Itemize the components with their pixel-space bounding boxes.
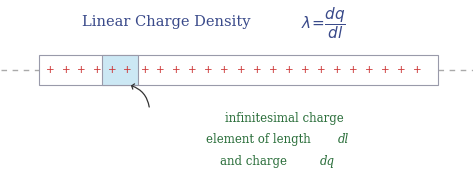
Text: +: + bbox=[140, 65, 149, 75]
Text: +: + bbox=[397, 65, 406, 75]
Bar bbox=[102, 55, 138, 85]
Text: +: + bbox=[301, 65, 310, 75]
Text: +: + bbox=[156, 65, 165, 75]
Text: +: + bbox=[365, 65, 374, 75]
Text: element of length: element of length bbox=[206, 133, 310, 146]
Text: dq: dq bbox=[319, 155, 334, 168]
Text: +: + bbox=[172, 65, 181, 75]
Text: +: + bbox=[381, 65, 390, 75]
Text: +: + bbox=[237, 65, 245, 75]
Text: +: + bbox=[62, 65, 70, 75]
Text: +: + bbox=[333, 65, 341, 75]
Text: +: + bbox=[220, 65, 229, 75]
Text: +: + bbox=[349, 65, 357, 75]
Text: +: + bbox=[285, 65, 293, 75]
Text: Linear Charge Density: Linear Charge Density bbox=[82, 15, 250, 29]
Text: +: + bbox=[204, 65, 213, 75]
Text: +: + bbox=[77, 65, 86, 75]
Text: +: + bbox=[46, 65, 55, 75]
Text: +: + bbox=[317, 65, 326, 75]
Text: and charge: and charge bbox=[220, 155, 287, 168]
Text: infinitesimal charge: infinitesimal charge bbox=[225, 112, 344, 125]
Text: $\lambda\!=\!\dfrac{dq}{dl}$: $\lambda\!=\!\dfrac{dq}{dl}$ bbox=[301, 5, 346, 41]
Text: dl: dl bbox=[337, 133, 349, 146]
Text: +: + bbox=[188, 65, 197, 75]
Bar bbox=[38, 55, 438, 85]
Text: +: + bbox=[93, 65, 101, 75]
Text: +: + bbox=[269, 65, 277, 75]
Text: +: + bbox=[123, 65, 132, 75]
Text: +: + bbox=[109, 65, 117, 75]
Text: +: + bbox=[413, 65, 422, 75]
Text: +: + bbox=[253, 65, 261, 75]
